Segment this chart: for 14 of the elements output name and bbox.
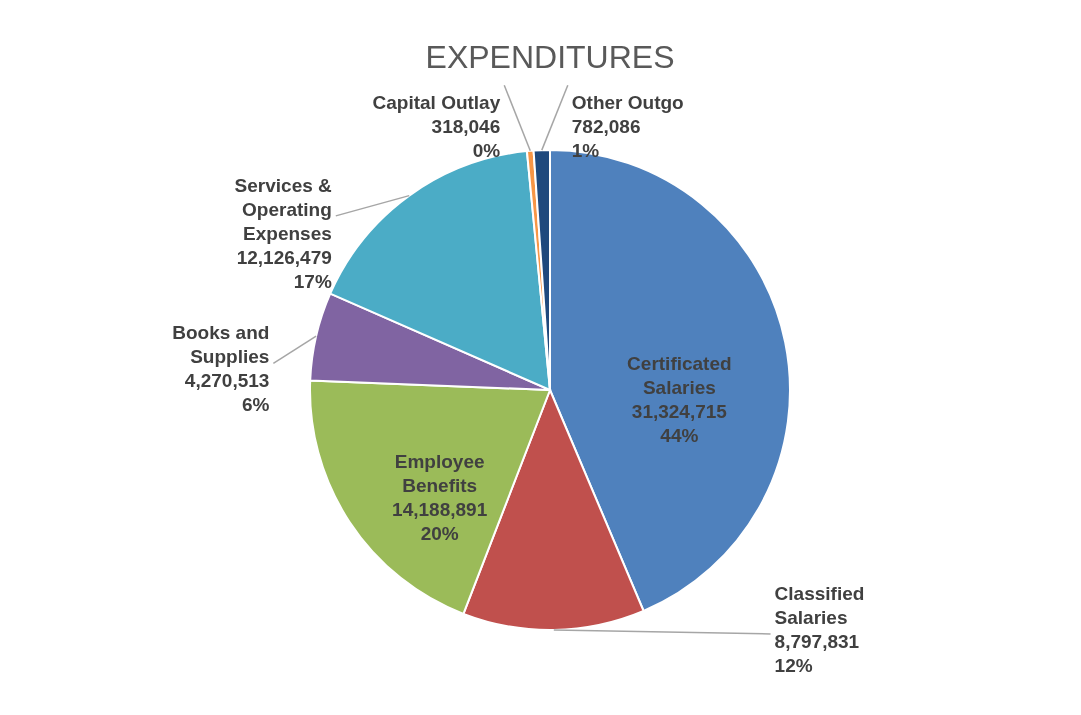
data-label: 318,046 0%: [431, 116, 501, 162]
data-label: 4,270,513 6%: [184, 370, 270, 416]
slice-label: Capital Outlay: [372, 92, 501, 114]
data-label: 14,188,891 20%: [392, 499, 488, 545]
slice-label: Classified Salaries: [774, 583, 865, 628]
slice-label: Other Outgo: [571, 92, 684, 114]
slice-label: Services & Operating Expenses: [234, 174, 333, 244]
slice-label: Books and Supplies: [172, 322, 270, 368]
chart-title: EXPENDITURES: [425, 39, 675, 75]
data-label: 31,324,715 44%: [631, 400, 728, 446]
slice-label: Certificated Salaries: [627, 352, 732, 398]
data-label: 8,797,831 12%: [774, 631, 860, 676]
slice-label: Employee Benefits: [394, 451, 485, 497]
data-label: 12,126,479 17%: [236, 246, 332, 292]
